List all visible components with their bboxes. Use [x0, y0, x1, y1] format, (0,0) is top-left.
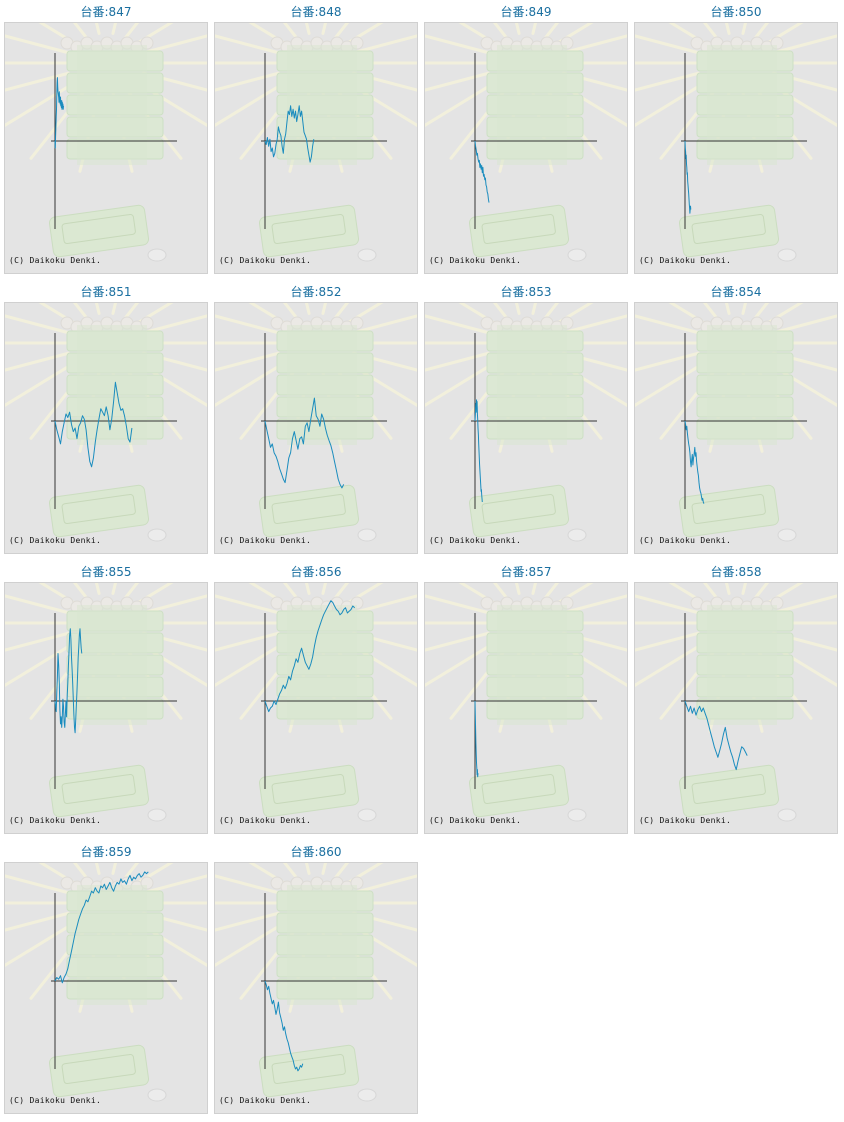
slot-graph-card: 台番:858 (C) Daikoku Denki.: [634, 560, 838, 834]
graph-panel: (C) Daikoku Denki.: [214, 582, 418, 834]
slump-graph: [5, 583, 207, 822]
slump-graph: [425, 23, 627, 262]
machine-number-title[interactable]: 台番:855: [80, 565, 132, 579]
background-illustration: [5, 583, 207, 822]
slump-graph: [635, 23, 837, 262]
graph-panel: (C) Daikoku Denki.: [634, 582, 838, 834]
background-illustration: [215, 583, 417, 822]
payout-series-line: [474, 700, 479, 778]
copyright-text: (C) Daikoku Denki.: [429, 536, 522, 545]
machine-number-title[interactable]: 台番:857: [500, 565, 552, 579]
slot-graph-card: 台番:848 (C) Daikoku Denki.: [214, 0, 418, 274]
slump-graph: [5, 23, 207, 262]
slump-graph: [215, 583, 417, 822]
copyright-text: (C) Daikoku Denki.: [429, 816, 522, 825]
slot-graph-card: 台番:847 (C) Daikoku Denki.: [4, 0, 208, 274]
payout-series-line: [54, 871, 149, 984]
machine-number-title[interactable]: 台番:847: [80, 5, 132, 19]
slot-graph-card: 台番:859 (C) Daikoku Denki.: [4, 840, 208, 1114]
copyright-text: (C) Daikoku Denki.: [429, 256, 522, 265]
graph-panel: (C) Daikoku Denki.: [424, 582, 628, 834]
payout-series-line: [684, 140, 692, 214]
slot-graph-card: 台番:855 (C) Daikoku Denki.: [4, 560, 208, 834]
graph-panel: (C) Daikoku Denki.: [4, 862, 208, 1114]
graph-panel: (C) Daikoku Denki.: [634, 22, 838, 274]
copyright-text: (C) Daikoku Denki.: [639, 816, 732, 825]
graph-panel: (C) Daikoku Denki.: [214, 302, 418, 554]
slump-graph: [215, 23, 417, 262]
copyright-text: (C) Daikoku Denki.: [219, 816, 312, 825]
graph-panel: (C) Daikoku Denki.: [4, 302, 208, 554]
background-illustration: [5, 23, 207, 262]
graph-panel: (C) Daikoku Denki.: [634, 302, 838, 554]
slump-graph: [5, 303, 207, 542]
machine-number-title[interactable]: 台番:859: [80, 845, 132, 859]
background-illustration: [215, 23, 417, 262]
slot-graph-card: 台番:852 (C) Daikoku Denki.: [214, 280, 418, 554]
graph-panel: (C) Daikoku Denki.: [424, 22, 628, 274]
payout-series-line: [264, 980, 304, 1072]
background-illustration: [635, 583, 837, 822]
background-illustration: [5, 303, 207, 542]
graph-panel: (C) Daikoku Denki.: [214, 22, 418, 274]
background-illustration: [425, 583, 627, 822]
slump-graph: [215, 863, 417, 1102]
slump-graph: [635, 583, 837, 822]
background-illustration: [635, 303, 837, 542]
copyright-text: (C) Daikoku Denki.: [219, 1096, 312, 1105]
payout-series-line: [264, 105, 315, 163]
copyright-text: (C) Daikoku Denki.: [639, 536, 732, 545]
payout-series-line: [54, 628, 83, 734]
copyright-text: (C) Daikoku Denki.: [219, 256, 312, 265]
background-illustration: [5, 863, 207, 1102]
background-illustration: [425, 303, 627, 542]
copyright-text: (C) Daikoku Denki.: [639, 256, 732, 265]
payout-series-line: [264, 600, 356, 713]
slot-graph-card: 台番:850 (C) Daikoku Denki.: [634, 0, 838, 274]
machine-number-title[interactable]: 台番:853: [500, 285, 552, 299]
background-illustration: [425, 23, 627, 262]
machine-number-title[interactable]: 台番:849: [500, 5, 552, 19]
background-illustration: [215, 303, 417, 542]
slot-graph-card: 台番:854 (C) Daikoku Denki.: [634, 280, 838, 554]
graph-panel: (C) Daikoku Denki.: [4, 582, 208, 834]
payout-series-line: [54, 77, 64, 149]
payout-series-line: [474, 140, 490, 203]
machine-number-title[interactable]: 台番:854: [710, 285, 762, 299]
payout-series-line: [264, 397, 345, 489]
slot-graph-card: 台番:853 (C) Daikoku Denki.: [424, 280, 628, 554]
payout-series-line: [54, 381, 133, 468]
slot-graph-card: 台番:851 (C) Daikoku Denki.: [4, 280, 208, 554]
copyright-text: (C) Daikoku Denki.: [9, 816, 102, 825]
slump-graph: [635, 303, 837, 542]
copyright-text: (C) Daikoku Denki.: [9, 1096, 102, 1105]
copyright-text: (C) Daikoku Denki.: [9, 256, 102, 265]
slot-graph-card: 台番:857 (C) Daikoku Denki.: [424, 560, 628, 834]
graph-panel: (C) Daikoku Denki.: [424, 302, 628, 554]
machine-number-title[interactable]: 台番:850: [710, 5, 762, 19]
background-illustration: [635, 23, 837, 262]
slot-graph-card: 台番:849 (C) Daikoku Denki.: [424, 0, 628, 274]
copyright-text: (C) Daikoku Denki.: [219, 536, 312, 545]
background-illustration: [215, 863, 417, 1102]
payout-series-line: [474, 399, 483, 503]
slump-graph: [425, 583, 627, 822]
machine-number-title[interactable]: 台番:851: [80, 285, 132, 299]
payout-series-line: [684, 700, 748, 771]
machine-number-title[interactable]: 台番:858: [710, 565, 762, 579]
slump-graph: [5, 863, 207, 1102]
slump-graph: [215, 303, 417, 542]
slot-graph-card: 台番:856 (C) Daikoku Denki.: [214, 560, 418, 834]
machine-number-title[interactable]: 台番:856: [290, 565, 342, 579]
machine-number-title[interactable]: 台番:848: [290, 5, 342, 19]
copyright-text: (C) Daikoku Denki.: [9, 536, 102, 545]
graph-panel: (C) Daikoku Denki.: [4, 22, 208, 274]
machine-number-title[interactable]: 台番:852: [290, 285, 342, 299]
slot-graph-card: 台番:860 (C) Daikoku Denki.: [214, 840, 418, 1114]
graph-panel: (C) Daikoku Denki.: [214, 862, 418, 1114]
slump-graph: [425, 303, 627, 542]
payout-series-line: [684, 420, 705, 504]
machine-number-title[interactable]: 台番:860: [290, 845, 342, 859]
